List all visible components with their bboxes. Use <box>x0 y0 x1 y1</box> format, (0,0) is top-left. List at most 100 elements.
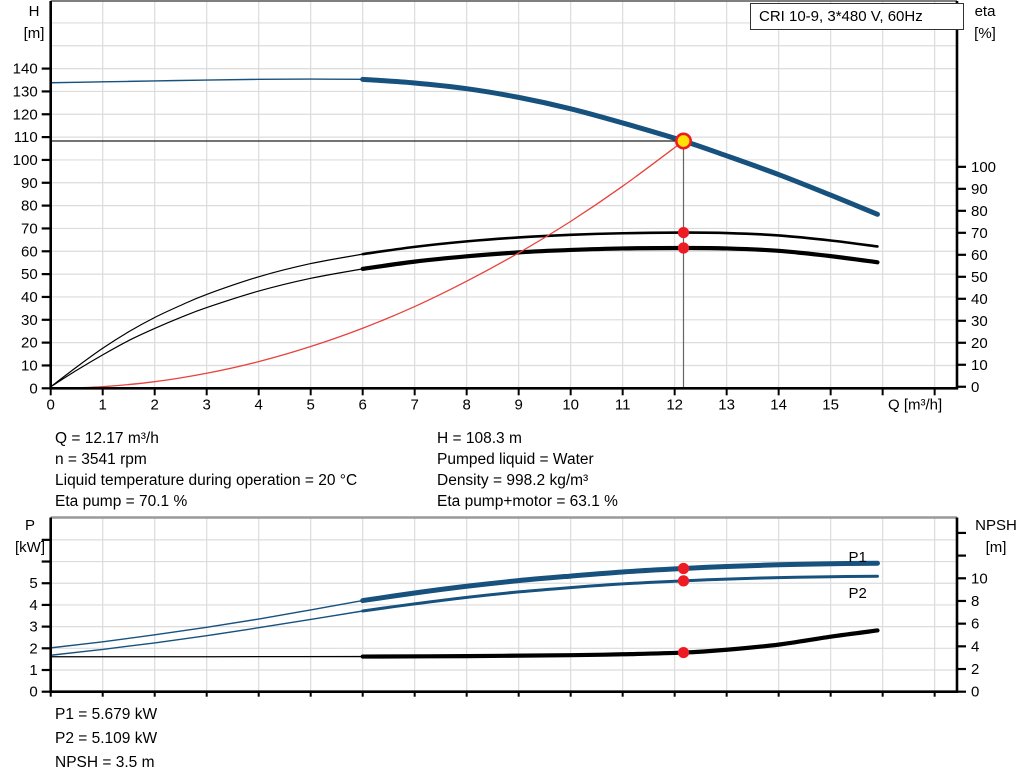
series-eta-pump-thin <box>50 253 364 388</box>
y-right-axis-unit: [%] <box>974 25 996 42</box>
series-eta-pump-motor-thin <box>50 268 364 388</box>
y-left-tick-label: 0 <box>29 380 37 397</box>
x-tick-label: 4 <box>255 396 263 413</box>
x-tick-label: 5 <box>307 396 315 413</box>
y-left-tick-label: 30 <box>21 312 38 329</box>
chart-top: 0 1 2 3 4 5 6 7 8 9 10 11 12 13 14 15010203040506070809… <box>13 0 997 413</box>
x-tick-label: 8 <box>463 396 471 413</box>
series-head-q <box>360 76 880 217</box>
y-left-tick-label: 110 <box>14 129 38 146</box>
y-left-tick-label: 50 <box>21 266 38 283</box>
series-duty-parabola <box>65 140 685 389</box>
y-left-tick-label: 120 <box>13 106 38 123</box>
y-left-tick-label: 140 <box>13 61 38 78</box>
series-p1 <box>360 560 880 604</box>
y-right-tick-label: 30 <box>971 313 988 330</box>
y-left-axis-unit: [m] <box>24 25 45 42</box>
x-tick-label: 10 <box>562 396 579 413</box>
y-left-tick-label: 1 <box>29 662 37 679</box>
y-right-tick-label: 40 <box>971 291 988 308</box>
y-left-tick-label: 4 <box>29 597 37 614</box>
y-left-tick-label: 40 <box>21 289 38 306</box>
eta-pump-motor-point-marker <box>677 242 690 254</box>
series-p2 <box>361 574 879 613</box>
y-right-tick-label: 70 <box>971 225 988 242</box>
y-right-tick-label: 100 <box>971 159 996 176</box>
x-tick-label: 15 <box>822 396 839 413</box>
gridlines <box>50 516 957 692</box>
series-p1-thin <box>50 599 364 649</box>
y-right-tick-label: 20 <box>971 335 988 352</box>
info-eta-pump: Eta pump = 70.1 % <box>55 493 188 510</box>
y-right-tick-label: 50 <box>971 269 988 286</box>
info-p1: P1 = 5.679 kW <box>55 706 158 723</box>
npsh-point-marker <box>677 646 690 659</box>
series-group <box>50 560 880 659</box>
x-tick-label: 2 <box>151 396 159 413</box>
y-left-tick-label: 70 <box>21 220 38 237</box>
power-info: P1 = 5.679 kW P2 = 5.109 kW NPSH = 3.5 m <box>55 703 157 775</box>
x-tick-label: 3 <box>203 396 211 413</box>
chart-bottom: P1 P2 0 1 2 3 4 5 0 2 4 6 8 10 P [kW] NPSH [m] <box>15 516 1017 701</box>
y-right-tick-label: 0 <box>971 379 979 396</box>
y-left-tick-label: 10 <box>21 357 38 374</box>
y-right-tick-label: 10 <box>971 570 988 587</box>
p1-point-marker <box>677 562 690 575</box>
info-p2: P2 = 5.109 kW <box>55 730 158 747</box>
gridlines <box>50 0 957 389</box>
x-tick-label: 6 <box>359 396 367 413</box>
y-right-tick-label: 90 <box>971 181 988 198</box>
series-p2-thin <box>50 610 364 656</box>
x-tick-label: 14 <box>770 396 787 413</box>
y-right-axis-title: NPSH <box>975 517 1017 534</box>
info-speed: n = 3541 rpm <box>55 451 147 468</box>
y-left-tick-label: 90 <box>21 175 38 192</box>
info-npsh: NPSH = 3.5 m <box>55 754 155 771</box>
y-right-tick-label: 4 <box>971 638 979 655</box>
y-right-tick-label: 80 <box>971 203 988 220</box>
y-right-tick-label: 10 <box>971 357 988 374</box>
info-liquid-temperature: Liquid temperature during operation = 20… <box>55 472 358 489</box>
y-right-axis-unit: [m] <box>986 539 1007 556</box>
x-tick-label: 1 <box>99 396 107 413</box>
series-group <box>50 76 880 389</box>
y-left-axis-unit: [kW] <box>15 539 45 556</box>
y-right-tick-label: 8 <box>971 593 979 610</box>
info-pumped-liquid: Pumped liquid = Water <box>437 451 594 468</box>
y-left-axis-title: P <box>25 517 35 534</box>
y-left-tick-label: 130 <box>13 83 38 100</box>
y-left-tick-label: 5 <box>29 575 37 592</box>
y-right-tick-label: 0 <box>971 684 979 701</box>
y-left-tick-label: 20 <box>21 335 38 352</box>
series-label-p2: P2 <box>849 585 867 602</box>
duty-info-right: H = 108.3 m Pumped liquid = Water Densit… <box>437 428 618 512</box>
y-left-tick-label: 0 <box>29 684 37 701</box>
series-eta-pump-motor <box>360 245 880 271</box>
x-tick-label: 7 <box>411 396 419 413</box>
y-left-axis-title: H <box>29 3 40 20</box>
duty-info-left: Q = 12.17 m³/h n = 3541 rpm Liquid tempe… <box>55 428 357 512</box>
eta-pump-point-marker <box>677 226 690 239</box>
y-left-tick-label: 3 <box>29 619 37 636</box>
info-flow: Q = 12.17 m³/h <box>55 430 159 447</box>
x-tick-label: 11 <box>615 396 631 413</box>
y-right-axis-title: eta <box>975 3 997 20</box>
duty-point-marker <box>674 132 692 150</box>
y-left-tick-label: 60 <box>21 243 38 260</box>
x-axis-title: Q [m³/h] <box>888 396 942 413</box>
y-left-tick-label: 100 <box>13 152 38 169</box>
y-right-tick-label: 6 <box>971 616 979 633</box>
pump-title-box: CRI 10-9, 3*480 V, 60Hz <box>750 3 964 30</box>
x-tick-label: 13 <box>718 396 735 413</box>
x-tick-label: 0 <box>47 396 55 413</box>
info-head: H = 108.3 m <box>437 430 522 447</box>
info-eta-pump-motor: Eta pump+motor = 63.1 % <box>437 493 618 510</box>
series-head-q-thin <box>50 78 364 84</box>
y-right-tick-label: 2 <box>971 661 979 678</box>
info-density: Density = 998.2 kg/m³ <box>437 472 589 489</box>
series-eta-pump <box>361 231 879 256</box>
x-tick-label: 12 <box>666 396 683 413</box>
p2-point-marker <box>677 575 690 587</box>
